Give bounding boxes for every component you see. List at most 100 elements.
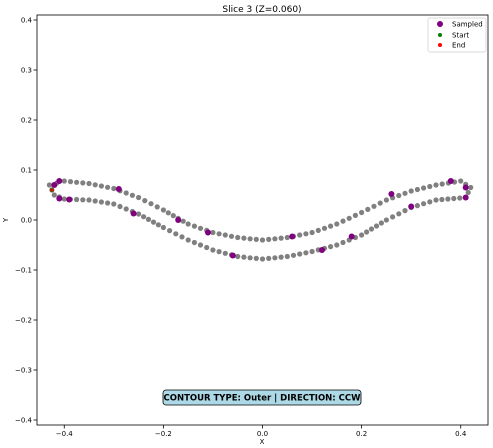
contour-point	[105, 184, 111, 190]
y-tick-label: −0.2	[15, 317, 32, 325]
sampled-point	[56, 195, 63, 202]
contour-point	[290, 252, 297, 258]
axis-ticks: −0.4 −0.2 0.0 0.2 0.4 −0.4 −0.3 −0.2 −0.1 0.0 0.1 0…	[15, 17, 467, 439]
contour-point	[170, 213, 176, 219]
y-tick-label: −0.3	[15, 367, 32, 375]
sampled-point	[51, 182, 58, 188]
contour-point	[216, 231, 222, 237]
contour-point	[210, 229, 216, 236]
contour-point	[373, 223, 380, 229]
contour-point	[228, 233, 235, 239]
sampled-point	[115, 186, 122, 192]
contour-point	[284, 234, 290, 241]
contour-point	[368, 226, 375, 232]
contour-point	[51, 192, 57, 198]
contour-point	[427, 183, 433, 190]
contour-point	[92, 182, 98, 188]
contour-point	[74, 179, 80, 185]
contour-point	[173, 231, 179, 237]
contour-point	[297, 251, 303, 257]
contour-point	[383, 197, 389, 203]
contour-point	[185, 237, 191, 243]
sampled-point	[66, 196, 73, 203]
sampled-point	[388, 191, 395, 197]
contour-point	[155, 222, 161, 228]
contour-point	[359, 232, 365, 238]
contour-point	[136, 194, 142, 201]
contour-point	[46, 182, 53, 188]
contour-point	[321, 225, 328, 231]
contour-point	[468, 184, 474, 191]
contour-point	[185, 221, 191, 227]
contour-point	[180, 218, 186, 224]
contour-point	[150, 219, 157, 225]
x-tick-label: −0.4	[56, 430, 74, 438]
contour-point	[241, 254, 247, 260]
contour-point	[465, 189, 471, 196]
contour-point	[86, 180, 92, 187]
contour-annotation: CONTOUR TYPE: Outer | DIRECTION: CCW	[162, 389, 362, 406]
contour-point	[61, 196, 67, 202]
contour-point	[278, 235, 284, 241]
contour-point	[439, 196, 445, 203]
contour-point	[197, 242, 204, 248]
contour-point	[74, 196, 80, 203]
sampled-point	[229, 252, 236, 259]
contour-point	[247, 255, 253, 261]
contour-point	[235, 234, 241, 241]
legend-label-sampled: Sampled	[452, 21, 483, 29]
contour-point	[222, 232, 228, 238]
contour-point	[148, 201, 154, 207]
y-tick-label: 0.0	[21, 217, 32, 225]
contour-point	[433, 182, 439, 188]
contour-point	[216, 249, 222, 255]
sampled-point	[447, 178, 454, 184]
contour-point	[309, 248, 315, 255]
contour-point	[396, 211, 402, 217]
sampled-point	[319, 247, 325, 253]
contour-point	[328, 223, 334, 229]
contour-point	[235, 253, 241, 260]
contour-point	[204, 244, 210, 251]
legend-marker-sampled	[437, 21, 443, 27]
contour-point	[439, 181, 445, 187]
contour-point	[191, 239, 197, 246]
y-tick-label: 0.1	[21, 167, 32, 175]
contour-point	[334, 221, 340, 227]
contour-point	[98, 183, 104, 189]
contour-point	[278, 254, 284, 260]
contour-point	[247, 236, 253, 242]
sampled-point	[348, 233, 355, 240]
contour-point	[390, 214, 396, 220]
contour-point	[451, 195, 457, 202]
contour-point	[98, 199, 104, 205]
contour-point	[197, 225, 204, 231]
legend-label-end: End	[452, 42, 465, 50]
contour-point	[191, 223, 197, 229]
contour-point	[414, 186, 420, 193]
contour-point	[80, 197, 86, 203]
contour-point	[129, 192, 135, 198]
contour-point	[253, 255, 259, 261]
contour-point	[421, 201, 427, 207]
contour-point	[421, 185, 427, 191]
contour-point	[377, 200, 383, 206]
y-tick-label: −0.1	[15, 267, 32, 275]
contour-point	[272, 255, 278, 261]
legend: Sampled Start End	[427, 17, 487, 53]
contour-point	[266, 255, 272, 261]
contour-point	[433, 197, 439, 203]
legend-box	[427, 17, 487, 53]
contour-point	[67, 179, 74, 185]
sampled-point	[289, 233, 296, 240]
contour-point	[167, 228, 173, 234]
contour-point	[259, 237, 266, 243]
contour-point	[396, 192, 402, 199]
contour-point	[303, 231, 309, 237]
annotation-text: CONTOUR TYPE: Outer | DIRECTION: CCW	[164, 394, 362, 404]
contour-point	[328, 244, 334, 250]
contour-point	[340, 239, 346, 246]
y-tick-label: 0.3	[21, 67, 32, 75]
x-axis-label: X	[260, 438, 265, 446]
annotation-box	[162, 389, 362, 406]
